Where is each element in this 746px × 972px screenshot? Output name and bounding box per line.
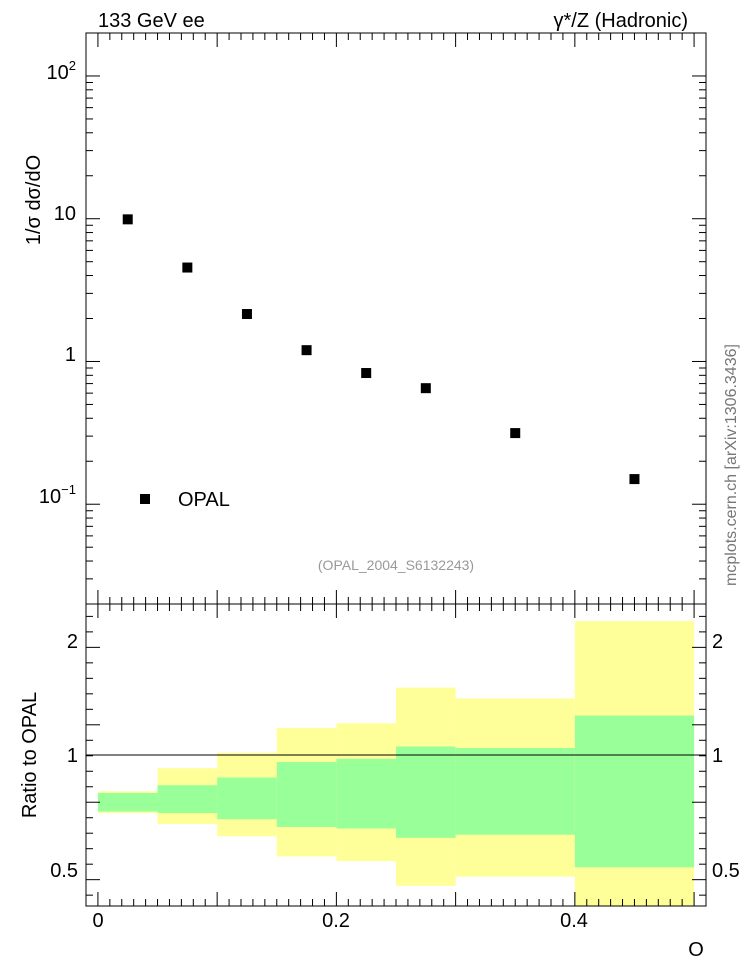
ytick-0.1-exp: −1: [61, 482, 76, 497]
ratio-inner-band-4: [336, 758, 396, 829]
ratio-inner-band-5: [396, 746, 456, 838]
xtick-label-0: 0: [92, 910, 103, 932]
ratio-ytick-left-2: 2: [67, 631, 78, 653]
watermark: mcplots.cern.ch [arXiv:1306.3436]: [723, 344, 740, 586]
ytick-label-100: 102: [47, 58, 76, 84]
axis-ticks: [86, 32, 706, 906]
ytick-label-10: 10: [54, 203, 76, 225]
analysis-reference: (OPAL_2004_S6132243): [318, 557, 474, 573]
ratio-inner-band-2: [217, 777, 277, 820]
data-point-0: [122, 214, 133, 225]
data-markers: [122, 214, 640, 485]
ytick-100-exp: 2: [69, 58, 76, 73]
y-axis-label: 1/σ dσ/dO: [23, 155, 45, 245]
title-left: 133 GeV ee: [98, 10, 205, 32]
data-point-2: [241, 309, 252, 320]
ratio-ytick-left-0.5: 0.5: [50, 860, 78, 882]
ratio-bands: [97, 621, 695, 906]
xtick-label-0.2: 0.2: [322, 910, 350, 932]
ytick-0.1-base: 10: [39, 486, 61, 508]
ratio-ytick-right-1: 1: [712, 745, 723, 767]
ratio-ytick-left-1: 1: [67, 745, 78, 767]
legend-label: OPAL: [178, 489, 230, 511]
ratio-inner-band-0: [97, 792, 158, 812]
ratio-y-axis-label: Ratio to OPAL: [19, 692, 41, 818]
ytick-label-0.1: 10−1: [39, 482, 76, 508]
ratio-ytick-right-0.5: 0.5: [712, 860, 740, 882]
ytick-100-base: 10: [47, 62, 69, 84]
data-point-5: [420, 383, 431, 394]
x-axis-label: O: [688, 939, 704, 961]
data-point-3: [301, 345, 312, 356]
ratio-inner-band-1: [157, 785, 218, 814]
ratio-inner-band-6: [455, 748, 575, 835]
data-point-6: [510, 428, 521, 439]
data-point-7: [629, 474, 640, 485]
xtick-label-0.4: 0.4: [560, 910, 588, 932]
data-point-1: [182, 262, 193, 273]
ratio-inner-band-3: [276, 761, 337, 828]
data-point-4: [361, 368, 372, 379]
title-right: γ*/Z (Hadronic): [554, 10, 688, 32]
ratio-inner-band-7: [574, 715, 695, 868]
legend-marker: [140, 494, 150, 504]
ytick-label-1: 1: [65, 344, 76, 366]
ratio-ytick-right-2: 2: [712, 631, 723, 653]
